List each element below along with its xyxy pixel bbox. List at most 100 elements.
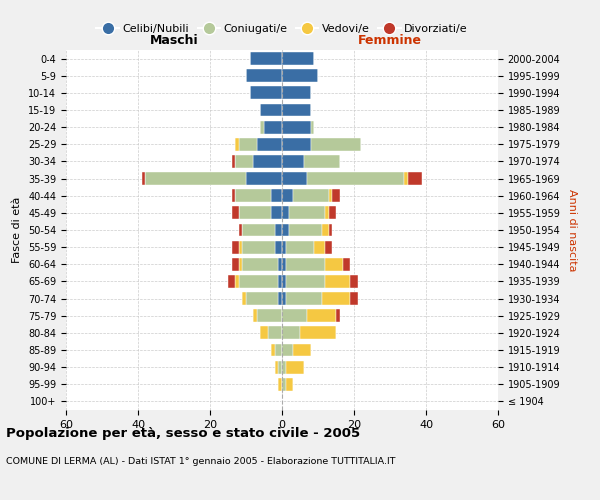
Y-axis label: Fasce di età: Fasce di età <box>13 197 22 263</box>
Bar <box>282 326 300 340</box>
Bar <box>282 104 311 117</box>
Bar <box>329 206 336 220</box>
Bar <box>332 190 340 202</box>
Bar <box>293 344 311 356</box>
Bar <box>286 360 304 374</box>
Bar <box>232 155 235 168</box>
Bar <box>242 240 275 254</box>
Bar <box>239 206 271 220</box>
Bar <box>232 258 239 270</box>
Bar <box>250 86 282 100</box>
Bar <box>239 275 278 288</box>
Bar <box>282 344 293 356</box>
Bar <box>289 224 322 236</box>
Bar <box>311 120 314 134</box>
Bar <box>239 240 242 254</box>
Bar <box>260 120 264 134</box>
Bar <box>145 172 246 185</box>
Bar <box>282 190 293 202</box>
Bar <box>304 155 340 168</box>
Bar <box>250 52 282 65</box>
Bar <box>282 206 289 220</box>
Bar <box>278 258 282 270</box>
Text: Femmine: Femmine <box>358 34 422 48</box>
Bar <box>253 155 282 168</box>
Bar <box>329 190 332 202</box>
Bar <box>282 155 304 168</box>
Bar <box>325 240 332 254</box>
Bar <box>286 258 325 270</box>
Bar <box>235 190 271 202</box>
Bar <box>242 224 275 236</box>
Bar <box>325 275 350 288</box>
Bar <box>282 86 311 100</box>
Bar <box>282 52 314 65</box>
Bar <box>289 206 325 220</box>
Bar <box>232 206 239 220</box>
Bar <box>404 172 408 185</box>
Bar <box>242 258 278 270</box>
Bar <box>322 292 350 305</box>
Text: Maschi: Maschi <box>149 34 199 48</box>
Bar <box>336 310 340 322</box>
Bar <box>300 326 336 340</box>
Text: Popolazione per età, sesso e stato civile - 2005: Popolazione per età, sesso e stato civil… <box>6 428 360 440</box>
Bar <box>278 292 282 305</box>
Bar <box>282 310 307 322</box>
Bar <box>268 326 282 340</box>
Bar <box>282 258 286 270</box>
Bar <box>278 275 282 288</box>
Bar <box>246 292 278 305</box>
Bar <box>282 360 286 374</box>
Bar <box>282 224 289 236</box>
Bar <box>257 138 282 150</box>
Bar <box>282 138 311 150</box>
Bar <box>239 138 257 150</box>
Bar <box>286 292 322 305</box>
Bar <box>350 275 358 288</box>
Bar <box>329 224 332 236</box>
Bar <box>408 172 422 185</box>
Bar <box>343 258 350 270</box>
Bar <box>235 138 239 150</box>
Bar <box>257 310 282 322</box>
Bar <box>246 70 282 82</box>
Bar <box>282 275 286 288</box>
Bar <box>271 344 275 356</box>
Bar <box>228 275 235 288</box>
Bar <box>322 224 329 236</box>
Bar <box>246 172 282 185</box>
Bar <box>271 190 282 202</box>
Bar <box>275 224 282 236</box>
Bar <box>311 138 361 150</box>
Bar <box>293 190 329 202</box>
Bar <box>232 240 239 254</box>
Bar <box>282 240 286 254</box>
Bar <box>286 275 325 288</box>
Bar <box>239 224 242 236</box>
Bar <box>275 344 282 356</box>
Bar <box>325 206 329 220</box>
Y-axis label: Anni di nascita: Anni di nascita <box>567 188 577 271</box>
Bar <box>232 190 235 202</box>
Bar <box>260 104 282 117</box>
Bar <box>286 378 293 390</box>
Bar <box>325 258 343 270</box>
Bar <box>278 378 282 390</box>
Legend: Celibi/Nubili, Coniugati/e, Vedovi/e, Divorziati/e: Celibi/Nubili, Coniugati/e, Vedovi/e, Di… <box>92 20 472 38</box>
Bar <box>275 240 282 254</box>
Bar <box>282 70 318 82</box>
Bar <box>235 155 253 168</box>
Bar <box>282 292 286 305</box>
Bar <box>239 258 242 270</box>
Bar <box>307 172 404 185</box>
Bar <box>242 292 246 305</box>
Bar <box>350 292 358 305</box>
Bar <box>275 360 278 374</box>
Bar <box>286 240 314 254</box>
Bar <box>307 310 336 322</box>
Bar <box>260 326 268 340</box>
Bar <box>142 172 145 185</box>
Bar <box>278 360 282 374</box>
Bar <box>253 310 257 322</box>
